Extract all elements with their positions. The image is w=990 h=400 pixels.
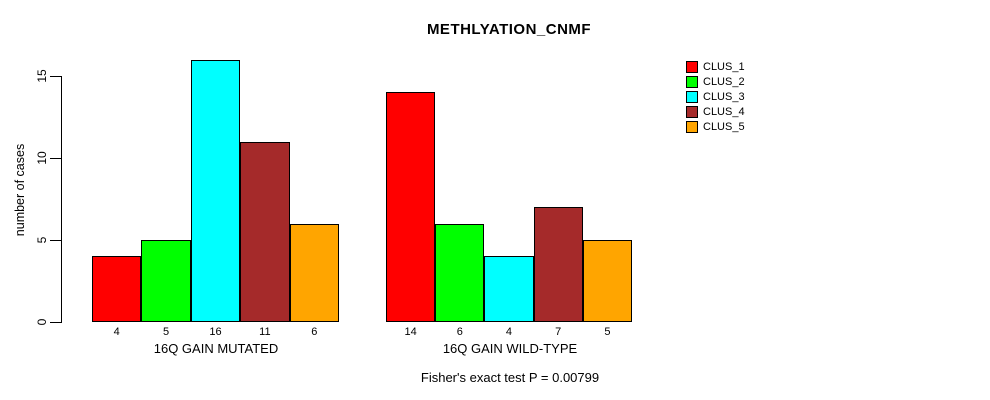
y-axis-tick: [50, 158, 61, 159]
bar-value-label: 16: [209, 326, 222, 338]
bar-value-label: 5: [163, 326, 170, 338]
y-axis-tick-label: 0: [35, 318, 49, 326]
bar-value-label: 4: [505, 326, 513, 338]
legend-item: CLUS_1: [686, 61, 745, 73]
y-axis-line: [61, 76, 62, 323]
bar-clus_3-group1: [190, 60, 241, 322]
chart-title: METHLYATION_CNMF: [426, 21, 592, 38]
legend-item-label: CLUS_5: [703, 121, 745, 133]
bar-clus_4-group2: [533, 207, 583, 322]
legend-swatch-clus_5: [686, 121, 698, 133]
y-axis-tick: [50, 76, 61, 77]
bar-clus_1-group1: [92, 256, 142, 322]
bar-clus_3-group2: [484, 256, 534, 322]
legend-item-label: CLUS_4: [703, 106, 745, 118]
legend-swatch-clus_2: [686, 76, 698, 88]
bar-value-label: 4: [113, 326, 120, 338]
legend-item: CLUS_5: [686, 121, 745, 133]
legend-swatch-clus_3: [686, 91, 698, 103]
x-group-label-wild-type: 16Q GAIN WILD-TYPE: [442, 341, 578, 356]
legend-item: CLUS_2: [686, 76, 745, 88]
y-axis-tick-label: 10: [35, 151, 49, 165]
legend-item: CLUS_3: [686, 91, 745, 103]
y-axis-tick: [50, 240, 61, 241]
y-axis-label: number of cases: [13, 143, 27, 237]
bar-value-label: 6: [311, 326, 318, 338]
x-group-label-mutated: 16Q GAIN MUTATED: [153, 341, 279, 356]
bar-value-label: 14: [404, 326, 417, 338]
y-axis-tick-label: 15: [35, 69, 49, 83]
bar-value-label: 11: [259, 326, 271, 338]
legend-item-label: CLUS_1: [703, 61, 745, 73]
bar-clus_1-group2: [386, 92, 436, 322]
legend-swatch-clus_1: [686, 61, 698, 73]
bar-clus_2-group1: [141, 240, 191, 322]
y-axis-tick-label: 5: [35, 236, 49, 244]
bar-clus_2-group2: [435, 224, 485, 322]
legend-item-label: CLUS_2: [703, 76, 745, 88]
annotation-fishers-test: Fisher's exact test P = 0.00799: [420, 370, 600, 385]
bar-value-label: 5: [604, 326, 611, 338]
legend-item: CLUS_4: [686, 106, 745, 118]
bar-clus_5-group2: [582, 240, 632, 322]
y-axis-tick: [50, 322, 61, 323]
bar-value-label: 7: [555, 326, 562, 338]
legend-item-label: CLUS_3: [703, 91, 745, 103]
bar-clus_4-group1: [240, 142, 290, 322]
legend-swatch-clus_4: [686, 106, 698, 118]
chart-legend: CLUS_1 CLUS_2 CLUS_3 CLUS_4 CLUS_5: [686, 61, 745, 136]
bar-value-label: 6: [456, 326, 463, 338]
bar-clus_5-group1: [289, 224, 339, 322]
